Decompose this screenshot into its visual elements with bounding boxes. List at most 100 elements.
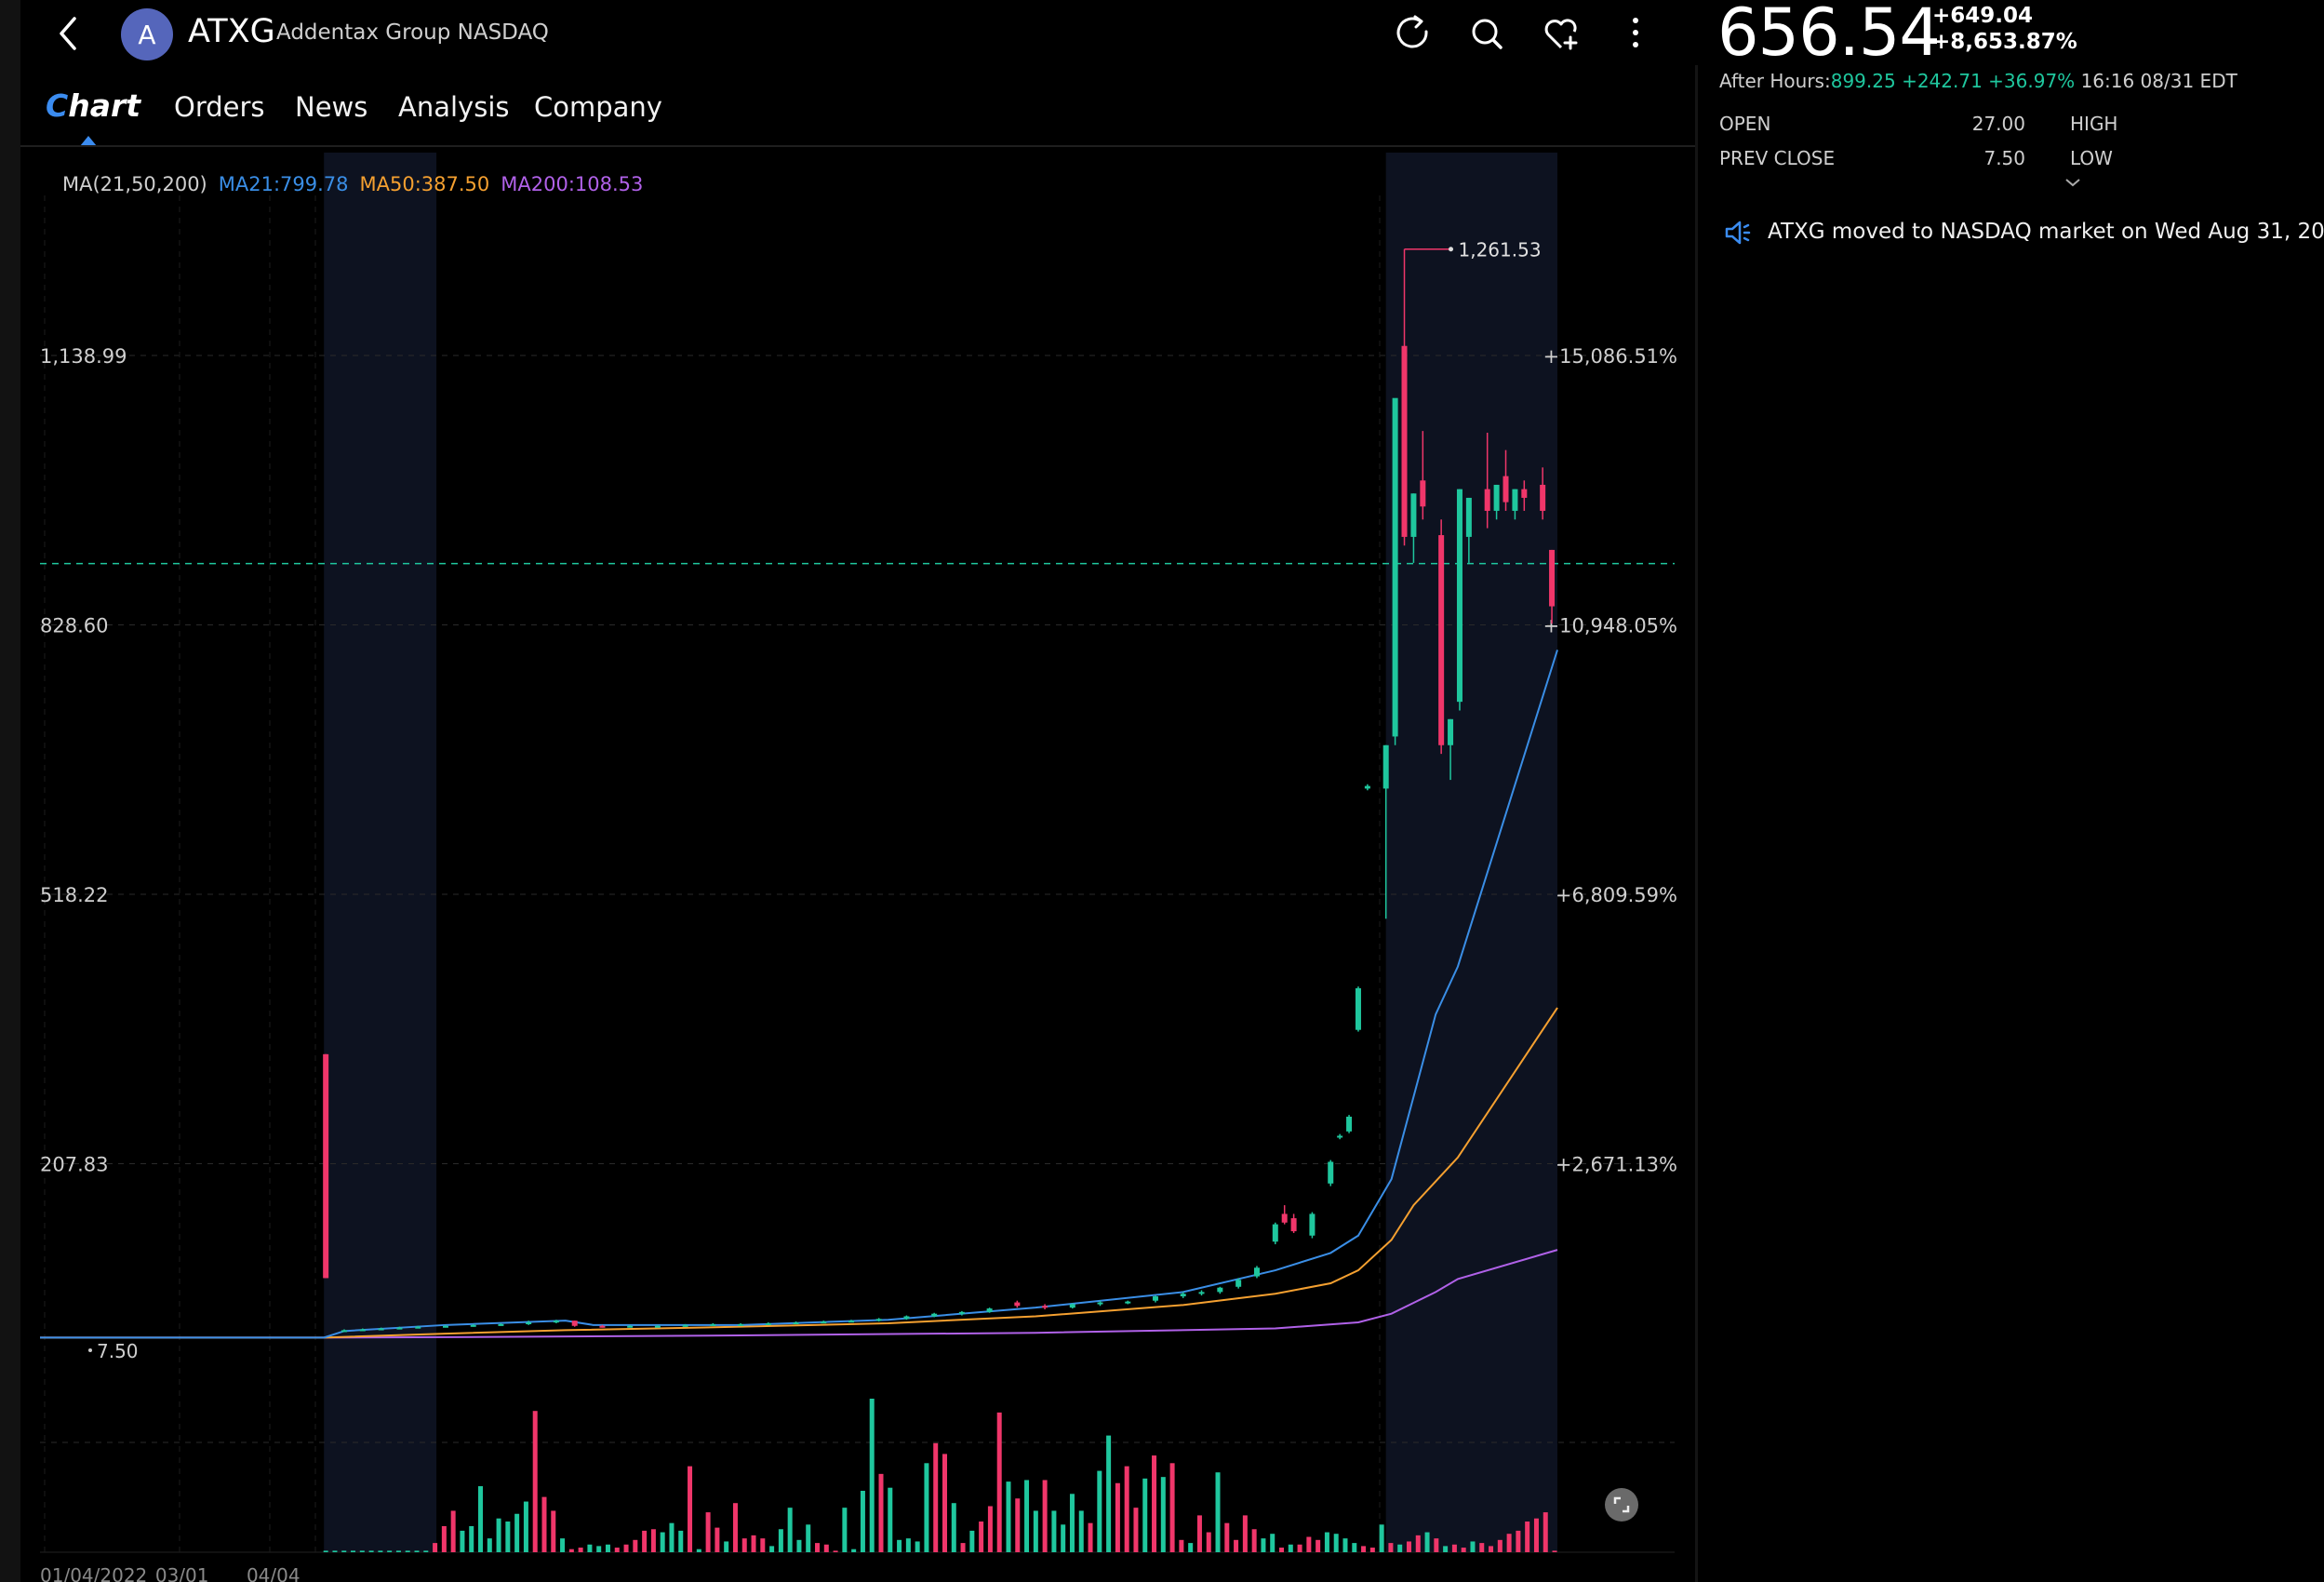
candle [1253,1266,1260,1279]
tab-orders[interactable]: Orders [174,91,265,123]
candle-body [1493,484,1500,511]
price-chart[interactable]: 1,138.99 +15,086.51% 828.60 +10,948.05% 518.… [0,0,1697,1582]
volume-bar [1179,1539,1184,1552]
candle-body [931,1313,938,1317]
expand-chart-button[interactable] [1605,1488,1638,1522]
candle [415,1325,421,1329]
low-label: LOW [2070,147,2113,169]
candle [1272,1222,1278,1245]
candle [821,1321,827,1324]
volume-bar [1424,1532,1430,1552]
volume-bar [696,1548,701,1552]
after-hours: After Hours:899.25 +242.71 +36.97% 16:16… [1719,70,2237,92]
candle-body [1382,744,1389,789]
market-notice[interactable]: ATXG moved to NASDAQ market on Wed Aug 3… [1768,220,2324,244]
expand-stats-chevron-icon[interactable] [2064,177,2082,188]
y-tick-label: 518.22 [40,884,108,906]
volume-bar [851,1548,857,1552]
volume-bar [1042,1480,1048,1552]
refresh-icon[interactable] [1393,13,1434,54]
heart-plus-icon[interactable] [1541,13,1582,54]
candle-body [1253,1267,1260,1277]
candle-body [1152,1296,1158,1301]
volume-bar [1479,1543,1485,1552]
tab-company[interactable]: Company [534,91,662,123]
candle [1198,1290,1205,1296]
volume-bar [441,1525,447,1552]
candle [1392,397,1398,745]
candle-body [958,1311,965,1314]
volume-bar [1525,1522,1530,1552]
candle [1484,433,1490,529]
candle [1042,1304,1048,1310]
candle [1549,549,1556,624]
volume-bar [1316,1539,1321,1552]
volume-bar [1324,1532,1329,1552]
volume-bar [1051,1510,1057,1552]
expand-icon [1613,1496,1630,1513]
volume-bar [541,1496,547,1552]
candle [1401,248,1408,546]
candle-body [526,1322,532,1325]
candle-body [1042,1306,1048,1308]
volume-bar [1088,1522,1093,1552]
candle [1097,1300,1103,1307]
volume-bar [623,1544,629,1552]
volume-bar [1451,1544,1457,1552]
after-hours-time: 16:16 08/31 EDT [2080,70,2237,92]
y-tick-percent: +15,086.51% [1543,345,1677,368]
tab-chart-initial: C [46,87,69,124]
volume-bar [1306,1536,1312,1552]
candle [553,1320,559,1323]
candle [1521,480,1528,511]
volume-bar [1097,1470,1102,1552]
candle-body [1235,1280,1242,1287]
volume-bar [1133,1508,1139,1552]
price-change: +649.04 [1932,4,2034,28]
prev-close-label: PREV CLOSE [1719,147,1836,169]
ma200-value: MA200:108.53 [501,173,644,195]
panel-separator [1695,65,1698,1582]
volume-bar [523,1501,528,1552]
candle [931,1312,938,1318]
more-vertical-icon[interactable] [1615,13,1656,54]
volume-bar [378,1550,383,1552]
volume-bar [1033,1510,1038,1552]
back-icon[interactable] [48,13,89,54]
price-change-percent: +8,653.87% [1932,30,2077,54]
volume-bar [341,1550,347,1552]
candle [986,1307,993,1313]
candle [323,1053,329,1279]
volume-bar [414,1550,420,1552]
candle-body [1328,1161,1334,1184]
search-icon[interactable] [1466,13,1507,54]
volume-bar [1142,1478,1148,1552]
volume-bar [1552,1550,1557,1552]
candle-body [1503,476,1509,503]
tab-chart[interactable]: Chart [46,87,140,124]
volume-bar [833,1550,838,1552]
volume-bar [751,1535,756,1552]
volume-bar [778,1529,783,1552]
volume-bar [715,1527,720,1552]
candle-body [1180,1294,1186,1297]
candle [627,1324,634,1328]
after-hours-percent: +36.97% [1988,70,2076,92]
candle [1346,1115,1353,1133]
candle [765,1322,771,1325]
candle [1180,1292,1186,1298]
prev-close-value: 7.50 [1983,147,2025,169]
volume-bar [460,1530,465,1552]
tab-news[interactable]: News [295,91,368,123]
candle-body [571,1321,578,1326]
candle-body [470,1324,476,1327]
volume-bar [614,1548,620,1552]
candle [1281,1205,1288,1225]
tab-analysis[interactable]: Analysis [398,91,510,123]
volume-bar [760,1538,766,1552]
volume-bar [1078,1510,1084,1552]
candle-body [396,1327,403,1330]
volume-bar [387,1550,393,1552]
candle [1355,986,1361,1032]
volume-bar [532,1411,538,1552]
